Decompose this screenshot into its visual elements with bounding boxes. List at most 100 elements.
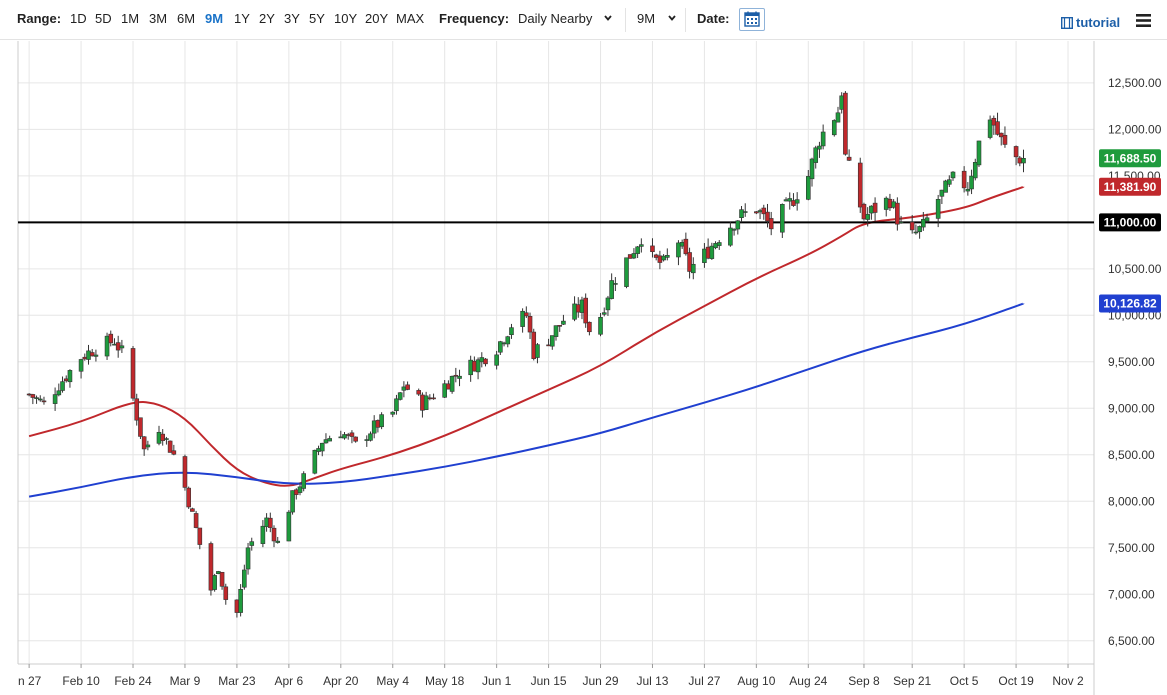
candle xyxy=(891,199,896,209)
price-badge: 10,126.82 xyxy=(1099,294,1161,313)
range-9m-button[interactable]: 9M xyxy=(205,11,224,26)
range-6m-button[interactable]: 6M xyxy=(177,11,196,26)
candle-body-down xyxy=(472,360,477,372)
tutorial-link[interactable]: tutorial xyxy=(1076,15,1121,30)
price-badge: 11,381.90 xyxy=(1099,177,1161,196)
candle xyxy=(316,445,321,456)
candle xyxy=(290,490,295,515)
candle xyxy=(553,325,559,341)
range-2y-button[interactable]: 2Y xyxy=(259,11,275,26)
candle xyxy=(297,482,303,496)
y-tick-label: 7,500.00 xyxy=(1108,541,1155,555)
candle xyxy=(713,241,718,250)
candle xyxy=(991,115,997,135)
range-3m-button[interactable]: 3M xyxy=(149,11,168,26)
candle xyxy=(657,250,663,270)
range-20y-button[interactable]: 20Y xyxy=(365,11,389,26)
toolbar-divider xyxy=(685,8,686,32)
candle xyxy=(946,175,952,188)
candle-body-up xyxy=(56,390,62,396)
candle-body-up xyxy=(401,386,407,391)
candle-body-up xyxy=(690,263,696,274)
candlestick-series xyxy=(26,91,1026,618)
range-1y-button[interactable]: 1Y xyxy=(234,11,250,26)
candle xyxy=(134,393,140,426)
candle xyxy=(182,454,188,491)
candle xyxy=(735,220,741,235)
chevron-down-icon[interactable] xyxy=(604,14,612,22)
price-badge-label: 10,126.82 xyxy=(1103,297,1157,311)
candle-body-up xyxy=(665,255,670,258)
candle xyxy=(353,436,358,443)
candle xyxy=(1002,126,1008,148)
range-max-button[interactable]: MAX xyxy=(396,11,425,26)
range-1d-button[interactable]: 1D xyxy=(70,11,87,26)
candle xyxy=(557,325,563,332)
candle xyxy=(683,232,689,256)
x-tick-label: Feb 10 xyxy=(62,674,100,688)
candle xyxy=(26,393,32,397)
candle-body-up xyxy=(716,242,722,246)
candle-body-up xyxy=(943,180,948,193)
candle-body-up xyxy=(93,354,99,357)
candle-body-down xyxy=(141,436,147,450)
candle-body-up xyxy=(112,343,117,346)
range-3y-button[interactable]: 3Y xyxy=(284,11,300,26)
candle xyxy=(483,358,488,367)
hamburger-menu-icon[interactable] xyxy=(1136,14,1151,27)
candle-body-up xyxy=(883,197,889,210)
candle-body-down xyxy=(843,92,848,155)
candle-body-down xyxy=(134,398,140,421)
candle-body-down xyxy=(293,489,299,495)
candle xyxy=(909,214,915,234)
video-tutorial-icon[interactable] xyxy=(1061,17,1073,29)
candle-body-down xyxy=(995,121,1000,135)
y-tick-label: 12,500.00 xyxy=(1108,76,1162,90)
candle xyxy=(976,140,982,167)
candle xyxy=(427,394,433,401)
candle xyxy=(364,435,370,447)
candle-body-up xyxy=(987,119,993,138)
y-tick-label: 6,500.00 xyxy=(1108,634,1155,648)
candle-body-up xyxy=(898,221,904,224)
candle xyxy=(457,369,462,387)
candle xyxy=(52,387,58,411)
period-dropdown[interactable]: 9M xyxy=(637,11,656,26)
candle xyxy=(935,194,941,228)
candle xyxy=(924,213,930,223)
frequency-label: Frequency: xyxy=(439,11,510,26)
candle xyxy=(345,432,351,440)
candle-body-up xyxy=(794,199,800,204)
chevron-down-icon[interactable] xyxy=(668,14,676,22)
range-5d-button[interactable]: 5D xyxy=(95,11,112,26)
candle xyxy=(219,571,225,590)
candle xyxy=(141,436,147,456)
candle xyxy=(839,92,844,114)
candle xyxy=(164,436,169,445)
candle xyxy=(961,166,967,193)
candle xyxy=(846,149,852,162)
range-1m-button[interactable]: 1M xyxy=(121,11,140,26)
candle-body-up xyxy=(817,145,822,150)
frequency-dropdown[interactable]: Daily Nearby xyxy=(518,11,593,26)
candle-body-down xyxy=(234,599,240,613)
range-10y-button[interactable]: 10Y xyxy=(334,11,358,26)
candle-body-up xyxy=(264,517,269,528)
candle xyxy=(186,486,191,509)
candle-body-up xyxy=(728,227,733,246)
date-picker-button[interactable] xyxy=(739,8,765,31)
candle xyxy=(312,449,318,475)
candle-body-up xyxy=(457,375,462,379)
candle-body-down xyxy=(30,394,36,398)
x-tick-label: n 27 xyxy=(18,674,42,688)
candle-body-up xyxy=(783,199,789,202)
candle xyxy=(338,430,344,439)
candle xyxy=(661,254,666,262)
candle xyxy=(843,91,848,156)
range-5y-button[interactable]: 5Y xyxy=(309,11,325,26)
candle-body-down xyxy=(575,304,581,313)
x-tick-label: Aug 24 xyxy=(789,674,827,688)
candle-body-down xyxy=(587,321,592,333)
candle xyxy=(342,432,347,440)
candle xyxy=(965,182,971,196)
